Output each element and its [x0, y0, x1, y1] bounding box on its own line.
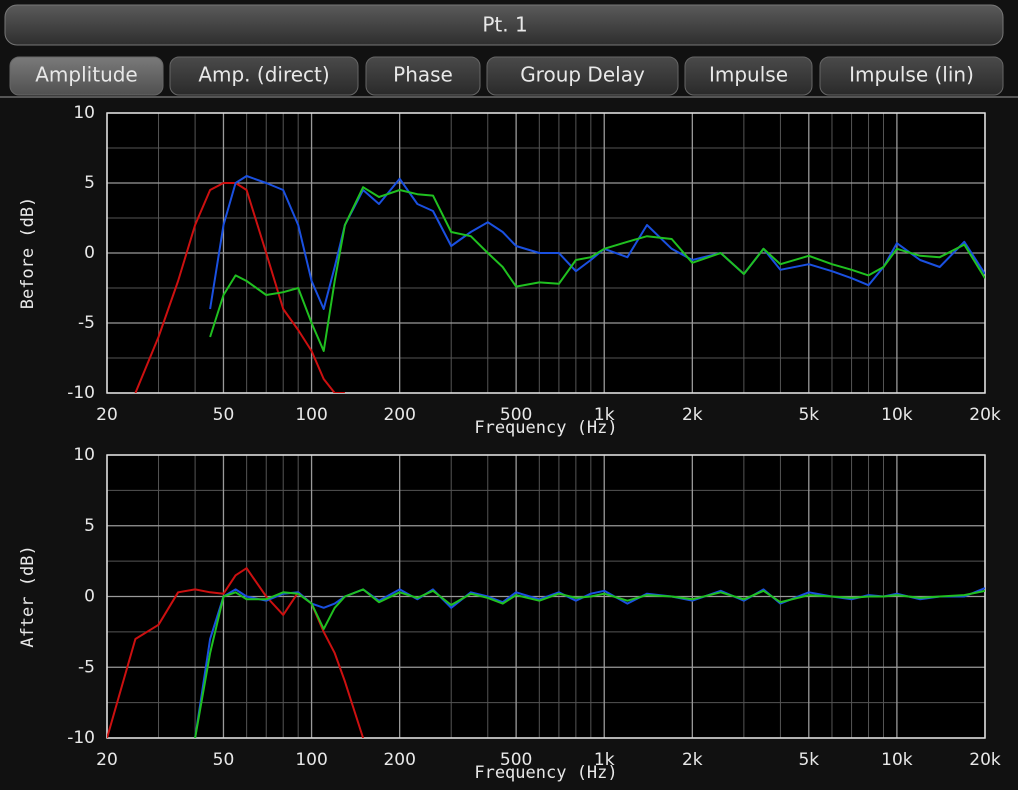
- tab-label[interactable]: Impulse: [709, 63, 788, 87]
- y-tick-label: -5: [78, 313, 95, 333]
- x-tick-label: 50: [213, 750, 235, 770]
- x-tick-label: 2k: [682, 750, 703, 770]
- x-tick-label: 100: [295, 750, 327, 770]
- series-line: [194, 588, 985, 738]
- tab[interactable]: [9, 56, 164, 96]
- x-tick-label: 10k: [881, 750, 913, 770]
- plot-border: [106, 454, 986, 739]
- tab[interactable]: [684, 56, 813, 96]
- tab-label[interactable]: Group Delay: [520, 63, 645, 87]
- tab-label[interactable]: Amp. (direct): [198, 63, 329, 87]
- y-tick-label: 5: [84, 516, 95, 536]
- tab[interactable]: [169, 56, 359, 96]
- series-line: [209, 175, 985, 310]
- x-tick-label: 20: [96, 750, 118, 770]
- y-axis-label: Before (dB): [18, 197, 38, 310]
- series-group: [107, 567, 985, 738]
- x-axis-label: Frequency (Hz): [474, 763, 617, 783]
- x-tick-label: 10k: [881, 405, 913, 425]
- x-tick-label: 20k: [969, 405, 1001, 425]
- y-tick-label: 5: [84, 173, 95, 193]
- y-tick-label: -10: [67, 383, 95, 403]
- x-tick-label: 5k: [798, 405, 819, 425]
- x-tick-label: 20k: [969, 750, 1001, 770]
- x-tick-label: 2k: [682, 405, 703, 425]
- x-tick-label: 1k: [594, 750, 615, 770]
- plot-border: [106, 112, 986, 394]
- tab-label[interactable]: Amplitude: [35, 63, 138, 87]
- x-tick-label: 100: [295, 405, 327, 425]
- plots: 20 50 100 200 500 1k 2k 5k 10k 20k-10-50510Freque…: [18, 103, 1001, 783]
- tab-label[interactable]: Phase: [393, 63, 453, 87]
- x-tick-label: 200: [383, 750, 415, 770]
- x-tick-label: 1k: [594, 405, 615, 425]
- x-tick-label: 50: [213, 405, 235, 425]
- y-tick-label: 0: [84, 587, 95, 607]
- series-line: [209, 186, 985, 352]
- tab[interactable]: [365, 56, 481, 96]
- series-line: [134, 182, 345, 393]
- tab[interactable]: [819, 56, 1004, 96]
- y-tick-label: -10: [67, 728, 95, 748]
- title-bar: [4, 4, 1004, 46]
- chart: 20 50 100 200 500 1k 2k 5k 10k 20k -10 -5 0 5 10 Freque…: [18, 103, 1001, 438]
- x-axis-label: Frequency (Hz): [474, 418, 617, 438]
- y-tick-label: 0: [84, 243, 95, 263]
- tab[interactable]: [486, 56, 679, 96]
- y-tick-label: 10: [73, 103, 95, 123]
- x-tick-label: 20: [96, 405, 118, 425]
- chart: 20 50 100 200 500 1k 2k 5k 10k 20k -10 -5 0 5 10 Freque…: [18, 445, 1001, 783]
- tab-bar: Amplitude Amp. (direct) Phase Group Delay Im…: [9, 56, 1004, 96]
- x-tick-label: 5k: [798, 750, 819, 770]
- series-line: [107, 567, 365, 738]
- window-title: Pt. 1: [482, 13, 527, 37]
- x-tick-label: 500: [500, 750, 532, 770]
- y-axis-label: After (dB): [18, 545, 38, 647]
- tab-label[interactable]: Impulse (lin): [849, 63, 974, 87]
- y-tick-label: 10: [73, 445, 95, 465]
- x-tick-label: 200: [383, 405, 415, 425]
- x-tick-label: 500: [500, 405, 532, 425]
- series-group: [134, 175, 985, 393]
- y-tick-label: -5: [78, 657, 95, 677]
